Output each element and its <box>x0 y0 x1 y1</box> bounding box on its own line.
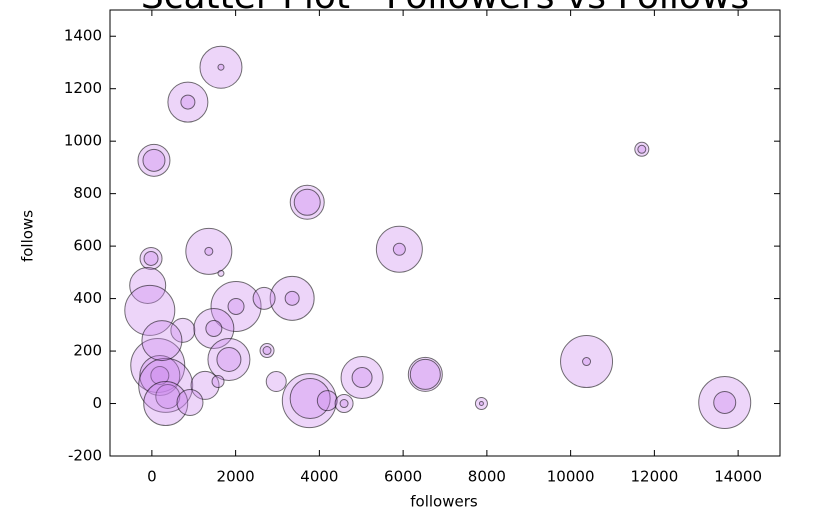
bubble <box>207 337 251 381</box>
bubble <box>340 356 384 400</box>
bubble <box>289 378 331 420</box>
bubble <box>217 63 225 71</box>
y-tick-label: 400 <box>73 289 102 307</box>
bubble <box>227 297 245 315</box>
bubble <box>582 357 592 367</box>
bubble <box>185 227 233 275</box>
x-tick-label: 10000 <box>547 468 595 486</box>
bubble <box>139 246 163 270</box>
bubble <box>637 144 647 154</box>
bubble <box>210 280 262 332</box>
bubble <box>142 148 166 172</box>
bubble <box>199 45 243 89</box>
bubble <box>252 286 276 310</box>
bubble <box>180 94 196 110</box>
bubble <box>634 141 650 157</box>
x-tick-label: 6000 <box>384 468 422 486</box>
x-tick-label: 8000 <box>468 468 506 486</box>
bubble <box>351 367 373 389</box>
y-axis-label: follows <box>19 210 37 262</box>
y-tick-label: 800 <box>73 184 102 202</box>
bubble <box>143 250 159 266</box>
bubble <box>176 388 204 416</box>
y-tick-label: 1200 <box>64 79 102 97</box>
y-tick-label: 1400 <box>64 27 102 45</box>
bubble <box>289 184 325 220</box>
bubble <box>150 365 170 385</box>
bubble <box>265 370 287 392</box>
bubble <box>392 242 406 256</box>
bubble <box>141 320 183 362</box>
y-tick-label: 200 <box>73 342 102 360</box>
bubble <box>334 394 354 414</box>
plot-area <box>124 45 752 429</box>
bubble <box>211 374 225 388</box>
bubble <box>259 343 275 359</box>
bubble <box>155 383 181 409</box>
bubble <box>698 375 752 429</box>
bubble <box>167 81 209 123</box>
bubble <box>474 397 488 411</box>
bubble <box>284 290 300 306</box>
bubble <box>130 337 186 393</box>
y-tick-label: -200 <box>68 447 102 465</box>
bubble <box>407 356 443 392</box>
bubble <box>713 390 737 414</box>
bubble <box>262 346 272 356</box>
bubble <box>139 354 181 396</box>
bubble <box>143 381 189 427</box>
x-tick-label: 12000 <box>631 468 679 486</box>
bubble <box>205 319 223 337</box>
x-tick-label: 14000 <box>714 468 762 486</box>
bubble <box>375 225 423 273</box>
bubble <box>339 399 349 409</box>
y-tick-label: 0 <box>92 394 102 412</box>
x-tick-label: 2000 <box>217 468 255 486</box>
bubble <box>216 346 242 372</box>
bubble <box>409 358 441 390</box>
x-tick-label: 4000 <box>300 468 338 486</box>
bubble <box>204 246 214 256</box>
bubble <box>478 401 484 407</box>
y-tick-label: 600 <box>73 237 102 255</box>
bubble <box>560 335 614 389</box>
chart-title: Scatter Plot - Followers vs Follows <box>141 0 749 17</box>
bubble <box>124 284 176 336</box>
bubble <box>293 188 321 216</box>
bubble <box>269 275 315 321</box>
bubble <box>170 317 196 343</box>
bubble <box>193 307 235 349</box>
y-tick-label: 1000 <box>64 132 102 150</box>
bubble <box>316 390 338 412</box>
bubble <box>217 269 225 277</box>
axes-frame <box>109 9 781 457</box>
x-axis-label: followers <box>410 493 478 511</box>
x-tick-label: 0 <box>147 468 157 486</box>
